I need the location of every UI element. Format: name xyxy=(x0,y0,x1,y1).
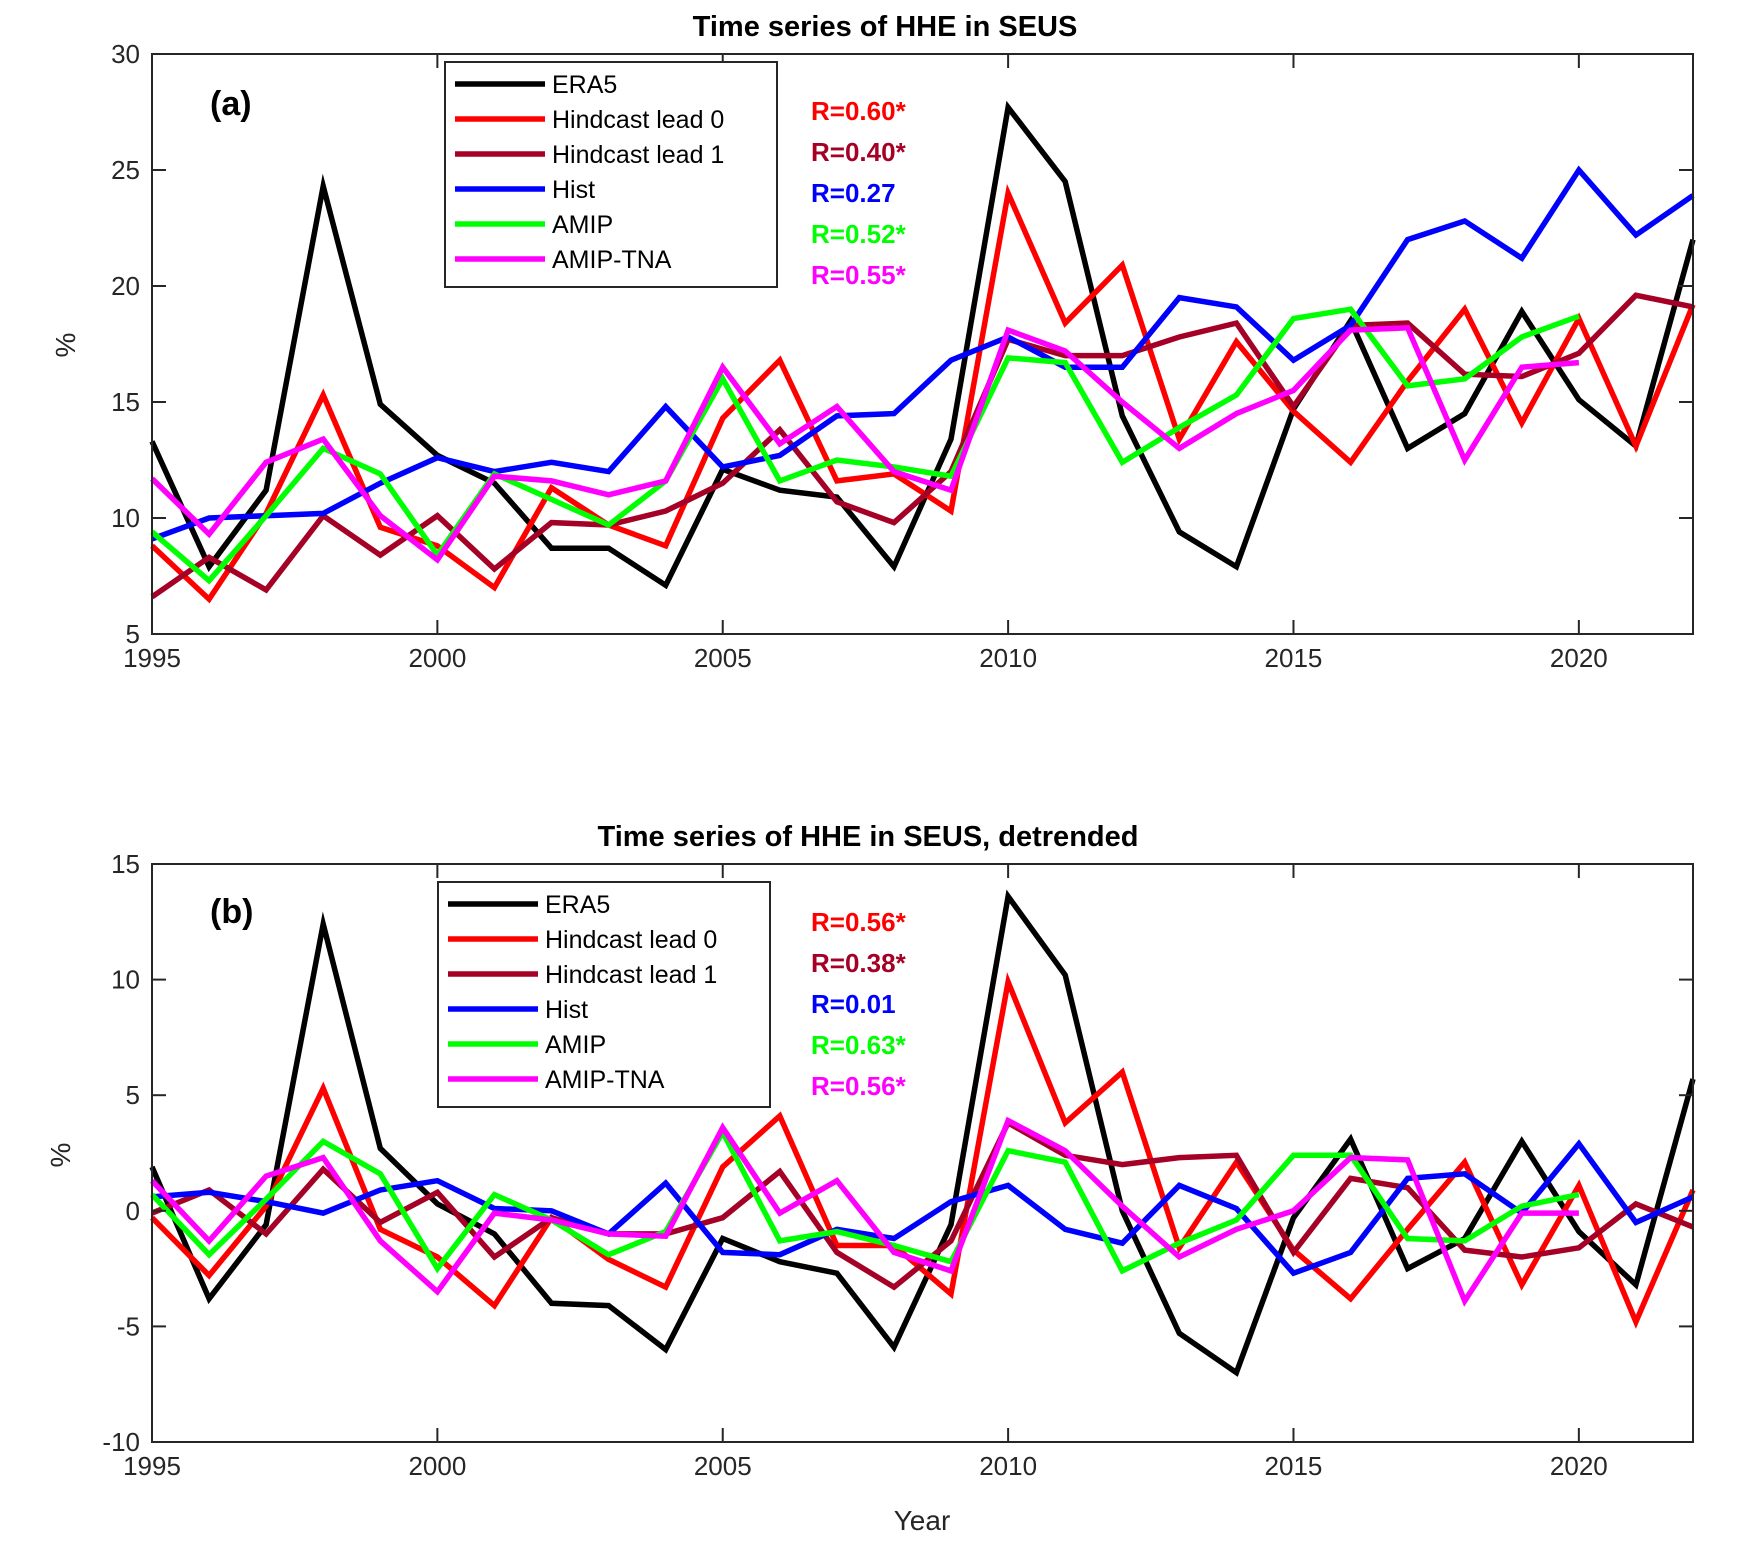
series-line-amip xyxy=(150,1126,1580,1275)
correlation-label: R=0.40* xyxy=(811,137,907,167)
axis-ticks-a: 1995 2000 2005 2010 2015 2020 5 10 15 20 25 30 xyxy=(111,39,1693,673)
correlation-label: R=0.27 xyxy=(811,178,896,208)
correlation-annotations-a: R=0.60* R=0.40* R=0.27 R=0.52* R=0.55* xyxy=(811,96,907,290)
x-tick-label: 2010 xyxy=(979,643,1037,673)
series-line-amip-tna xyxy=(150,324,1580,564)
x-tick-label: 1995 xyxy=(123,643,181,673)
correlation-label: R=0.38* xyxy=(811,948,907,978)
series-lines-a xyxy=(149,100,1696,604)
legend-box xyxy=(444,61,778,288)
legend-item: AMIP xyxy=(455,211,613,239)
series-line-amip xyxy=(150,306,1580,585)
panel-label-b: (b) xyxy=(210,893,253,931)
y-tick-label: 5 xyxy=(126,619,140,649)
x-tick-label: 2015 xyxy=(1265,643,1323,673)
y-tick-label: 30 xyxy=(111,39,140,69)
panel-label-a: (a) xyxy=(210,85,252,123)
series-line-hindcast-lead-0 xyxy=(150,183,1696,604)
correlation-annotations-b: R=0.56* R=0.38* R=0.01 R=0.63* R=0.56* xyxy=(811,907,907,1101)
x-axis-label-b: Year xyxy=(894,1505,951,1536)
legend-label: ERA5 xyxy=(552,71,617,99)
x-tick-label: 2020 xyxy=(1550,643,1608,673)
legend-item: AMIP-TNA xyxy=(448,1066,665,1094)
legend-label: Hist xyxy=(545,996,588,1024)
legend-item: ERA5 xyxy=(448,891,610,919)
series-line-hist xyxy=(151,1139,1695,1277)
correlation-label: R=0.56* xyxy=(811,907,907,937)
series-lines-b xyxy=(149,889,1696,1377)
x-tick-label: 2020 xyxy=(1550,1451,1608,1481)
legend-label: AMIP xyxy=(552,211,613,239)
y-tick-label: 15 xyxy=(111,387,140,417)
legend-item: Hindcast lead 1 xyxy=(448,961,717,989)
legend-a: ERA5 Hindcast lead 0 Hindcast lead 1 Hist AM… xyxy=(444,61,778,288)
series-line-hindcast-lead-0 xyxy=(150,972,1696,1329)
x-tick-label: 2000 xyxy=(408,1451,466,1481)
correlation-label: R=0.52* xyxy=(811,219,907,249)
legend-item: Hist xyxy=(448,996,588,1024)
x-tick-label: 2000 xyxy=(408,643,466,673)
legend-label: Hist xyxy=(552,176,595,204)
legend-b: ERA5 Hindcast lead 0 Hindcast lead 1 Hist AM… xyxy=(437,881,771,1108)
x-tick-label: 1995 xyxy=(123,1451,181,1481)
series-line-hist xyxy=(151,165,1695,542)
y-tick-label: 15 xyxy=(111,849,140,879)
y-tick-label: 10 xyxy=(111,965,140,995)
x-tick-label: 2010 xyxy=(979,1451,1037,1481)
series-line-era5 xyxy=(149,889,1696,1377)
series-line-era5 xyxy=(149,100,1696,590)
legend-item: Hist xyxy=(455,176,595,204)
legend-item: Hindcast lead 0 xyxy=(448,926,717,954)
legend-label: AMIP-TNA xyxy=(552,246,672,274)
legend-item: Hindcast lead 0 xyxy=(455,106,724,134)
legend-box xyxy=(437,881,771,1108)
y-tick-label: -10 xyxy=(102,1427,140,1457)
x-tick-label: 2005 xyxy=(694,643,752,673)
legend-label: Hindcast lead 0 xyxy=(552,106,724,134)
y-axis-label-b: % xyxy=(45,1143,76,1168)
legend-item: Hindcast lead 1 xyxy=(455,141,724,169)
correlation-label: R=0.56* xyxy=(811,1071,907,1101)
y-tick-label: 25 xyxy=(111,155,140,185)
legend-label: ERA5 xyxy=(545,891,610,919)
correlation-label: R=0.01 xyxy=(811,989,896,1019)
panel-a: Time series of HHE in SEUS 1995 2000 2005 2… xyxy=(50,11,1696,673)
panel-b: Time series of HHE in SEUS, detrended 19… xyxy=(45,821,1696,1536)
correlation-label: R=0.63* xyxy=(811,1030,907,1060)
y-tick-label: -5 xyxy=(117,1311,140,1341)
legend-item: AMIP xyxy=(448,1031,606,1059)
correlation-label: R=0.60* xyxy=(811,96,907,126)
legend-label: Hindcast lead 1 xyxy=(545,961,717,989)
y-tick-label: 20 xyxy=(111,271,140,301)
axis-ticks-b: 1995 2000 2005 2010 2015 2020 -10 -5 0 5 10 15 xyxy=(102,849,1693,1481)
x-tick-label: 2005 xyxy=(694,1451,752,1481)
y-tick-label: 5 xyxy=(126,1080,140,1110)
legend-label: Hindcast lead 0 xyxy=(545,926,717,954)
legend-item: AMIP-TNA xyxy=(455,246,672,274)
correlation-label: R=0.55* xyxy=(811,260,907,290)
legend-item: ERA5 xyxy=(455,71,617,99)
chart-title-a: Time series of HHE in SEUS xyxy=(693,11,1078,43)
legend-label: Hindcast lead 1 xyxy=(552,141,724,169)
y-axis-label-a: % xyxy=(50,333,81,358)
chart-title-b: Time series of HHE in SEUS, detrended xyxy=(598,821,1139,853)
axes-frame-b xyxy=(151,863,1694,1443)
legend-label: AMIP xyxy=(545,1031,606,1059)
series-line-hindcast-lead-1 xyxy=(150,292,1694,600)
legend-label: AMIP-TNA xyxy=(545,1066,665,1094)
y-tick-label: 0 xyxy=(126,1196,140,1226)
axes-frame-a xyxy=(151,53,1694,635)
x-tick-label: 2015 xyxy=(1265,1451,1323,1481)
series-line-amip-tna xyxy=(150,1116,1579,1307)
y-tick-label: 10 xyxy=(111,503,140,533)
